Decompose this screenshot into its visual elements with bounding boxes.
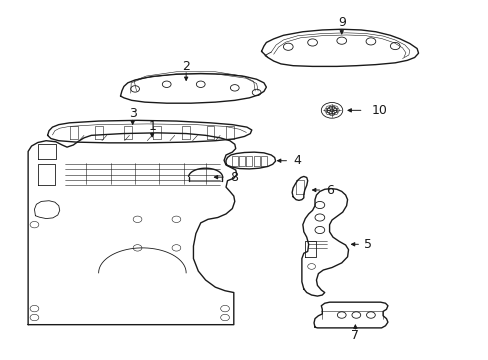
Text: 2: 2: [182, 60, 190, 73]
Text: 5: 5: [364, 238, 372, 251]
Text: 3: 3: [128, 107, 136, 120]
Text: 6: 6: [325, 184, 333, 197]
Text: 8: 8: [229, 171, 237, 184]
Text: 7: 7: [351, 329, 359, 342]
Text: 1: 1: [148, 120, 156, 133]
Text: 9: 9: [337, 16, 345, 29]
Text: 10: 10: [371, 104, 387, 117]
Text: 4: 4: [292, 154, 300, 167]
